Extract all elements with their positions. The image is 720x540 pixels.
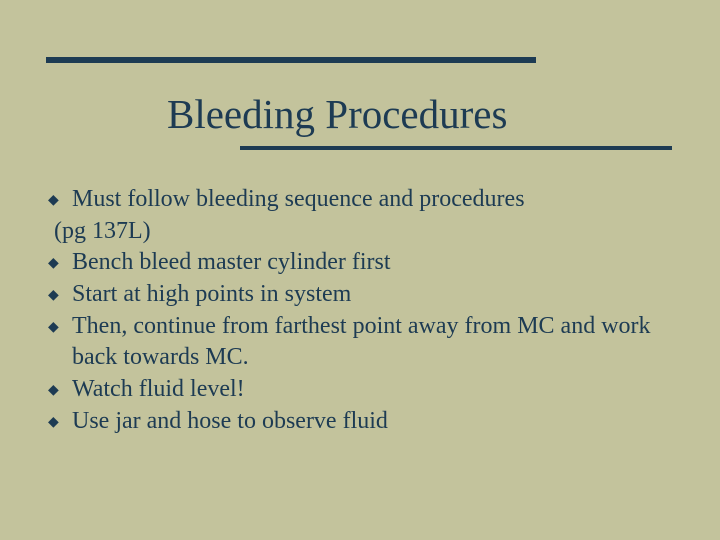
diamond-bullet-icon: ◆ bbox=[46, 184, 72, 210]
bullet-item-text: Must follow bleeding sequence and proced… bbox=[72, 184, 676, 216]
bullet-item: ◆Bench bleed master cylinder first bbox=[46, 247, 676, 279]
bullet-item: ◆Start at high points in system bbox=[46, 279, 676, 311]
bullet-item: (pg 137L) bbox=[46, 216, 676, 248]
bullet-item-text: Bench bleed master cylinder first bbox=[72, 247, 676, 279]
bullet-item-text: Start at high points in system bbox=[72, 279, 676, 311]
mid-rule bbox=[240, 146, 672, 150]
top-rule bbox=[46, 57, 536, 63]
diamond-bullet-icon: ◆ bbox=[46, 279, 72, 305]
diamond-bullet-icon: ◆ bbox=[46, 406, 72, 432]
bullet-item-text: Watch fluid level! bbox=[72, 374, 676, 406]
slide-title: Bleeding Procedures bbox=[167, 90, 507, 138]
diamond-bullet-icon: ◆ bbox=[46, 374, 72, 400]
bullet-item: ◆Use jar and hose to observe fluid bbox=[46, 406, 676, 438]
diamond-bullet-icon: ◆ bbox=[46, 247, 72, 273]
content-area: ◆Must follow bleeding sequence and proce… bbox=[46, 184, 676, 437]
bullet-item: ◆Watch fluid level! bbox=[46, 374, 676, 406]
bullet-item-text: (pg 137L) bbox=[54, 216, 676, 248]
bullet-item: ◆Must follow bleeding sequence and proce… bbox=[46, 184, 676, 216]
slide: Bleeding Procedures ◆Must follow bleedin… bbox=[0, 0, 720, 540]
diamond-bullet-icon: ◆ bbox=[46, 311, 72, 337]
bullet-item-text: Use jar and hose to observe fluid bbox=[72, 406, 676, 438]
bullet-item: ◆Then, continue from farthest point away… bbox=[46, 311, 676, 374]
bullet-item-text: Then, continue from farthest point away … bbox=[72, 311, 676, 374]
